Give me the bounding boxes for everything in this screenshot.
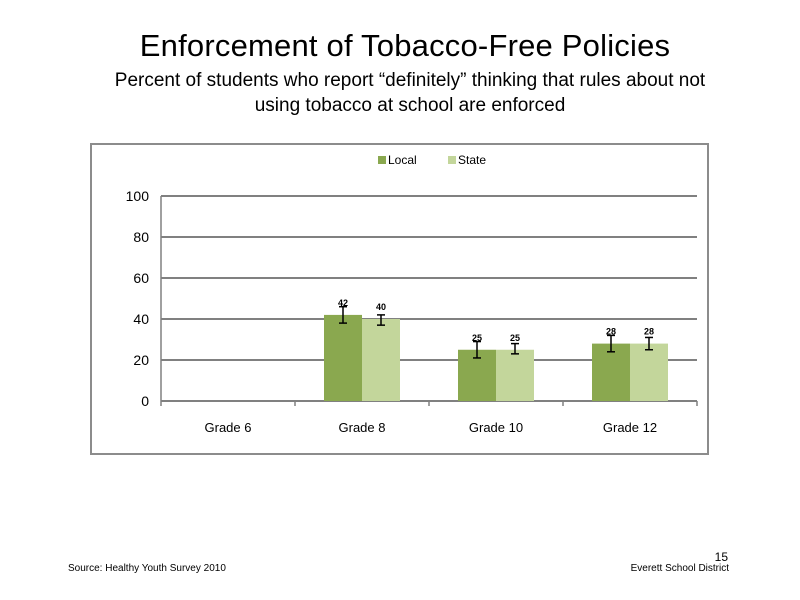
y-tick-label: 60: [133, 270, 149, 286]
legend-swatch-local: [378, 156, 386, 164]
data-label: 25: [510, 333, 520, 343]
y-tick-label: 100: [126, 188, 150, 204]
data-label: 25: [472, 333, 482, 343]
page-number: 15: [714, 550, 728, 564]
data-label: 28: [644, 327, 654, 337]
bar-state: [496, 349, 534, 401]
slide-title: Enforcement of Tobacco-Free Policies: [139, 28, 671, 63]
bar-local: [592, 343, 630, 401]
data-label: 28: [606, 327, 616, 337]
legend-swatch-state: [448, 156, 456, 164]
x-tick-label: Grade 6: [205, 420, 252, 435]
district-name: Everett School District: [630, 563, 729, 574]
source-note: Source: Healthy Youth Survey 2010: [68, 563, 226, 574]
y-tick-label: 80: [133, 229, 149, 245]
bar-local: [324, 314, 362, 401]
y-tick-label: 0: [141, 393, 149, 409]
y-tick-label: 40: [133, 311, 149, 327]
x-tick-label: Grade 10: [469, 420, 523, 435]
bar-chart: 0 20 40 60 80 100 Grade 6 Grade 8 42 40 Grade 10 25…: [126, 153, 698, 435]
data-label: 42: [338, 298, 348, 308]
legend-label-state: State: [458, 153, 486, 167]
data-label: 40: [376, 302, 386, 312]
x-tick-label: Grade 12: [603, 420, 657, 435]
chart-frame: 0 20 40 60 80 100 Grade 6 Grade 8 42 40 Grade 10 25…: [90, 143, 709, 455]
bar-state: [362, 319, 400, 401]
y-tick-label: 20: [133, 352, 149, 368]
bar-state: [630, 343, 668, 401]
legend-label-local: Local: [388, 153, 417, 167]
x-tick-label: Grade 8: [339, 420, 386, 435]
slide-subtitle: Percent of students who report “definite…: [114, 70, 706, 116]
